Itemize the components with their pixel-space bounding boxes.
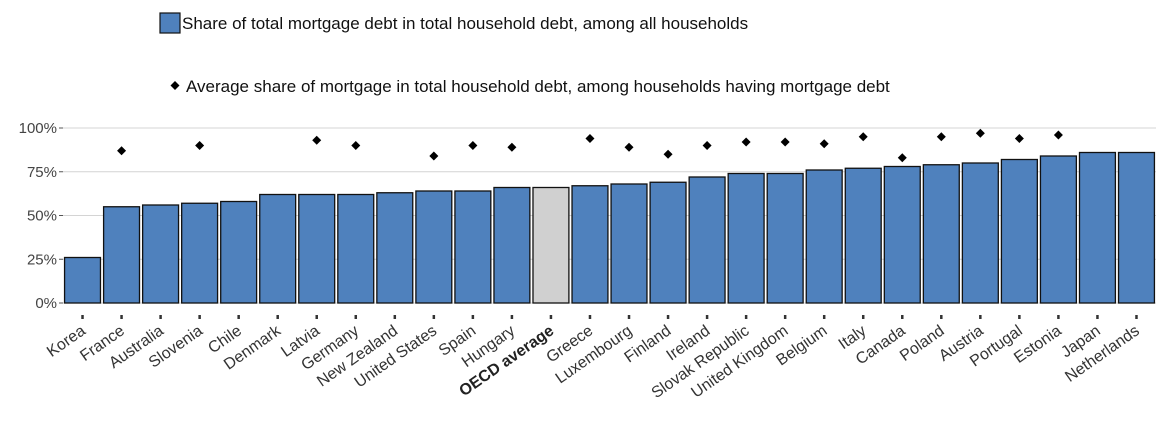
bar-series xyxy=(63,151,1156,304)
diamond-point xyxy=(195,141,205,150)
bar xyxy=(688,176,726,304)
diamond-point xyxy=(975,128,985,138)
bar xyxy=(259,193,297,304)
bar xyxy=(649,181,687,304)
bar xyxy=(844,167,882,304)
bar xyxy=(766,172,804,304)
diamond-point xyxy=(1014,134,1024,143)
diamond-point xyxy=(936,132,946,142)
diamond-point xyxy=(858,132,868,142)
diamond-point xyxy=(468,141,478,150)
bar xyxy=(610,183,648,304)
bar xyxy=(1078,151,1117,304)
y-tick-label: 75% xyxy=(27,164,57,181)
diamond-point xyxy=(1053,130,1063,140)
diamond-point xyxy=(702,141,712,150)
diamond-point xyxy=(780,137,790,147)
y-tick-label: 0% xyxy=(35,295,57,312)
bar xyxy=(1000,158,1038,304)
bar xyxy=(883,165,921,304)
bar xyxy=(727,172,765,304)
bar xyxy=(337,193,375,304)
bar xyxy=(181,202,219,304)
diamond-point xyxy=(351,141,361,150)
diamond-point xyxy=(312,135,322,145)
diamond-point xyxy=(429,151,439,161)
diamond-point xyxy=(117,146,127,156)
diamond-point xyxy=(507,142,517,152)
diamond-point xyxy=(663,149,673,159)
y-tick-label: 100% xyxy=(19,120,57,137)
bar xyxy=(1117,151,1156,304)
x-tick-label: Poland xyxy=(897,322,948,365)
bar xyxy=(102,206,141,304)
bar xyxy=(454,190,492,304)
bar xyxy=(571,185,609,304)
bar xyxy=(415,190,453,304)
legend-label-diamond: Average share of mortgage in total house… xyxy=(186,77,890,96)
diamond-point xyxy=(897,153,907,163)
bar xyxy=(805,169,843,304)
bar xyxy=(63,256,102,304)
diamond-point xyxy=(624,142,634,152)
bar xyxy=(1039,155,1078,304)
bar xyxy=(376,192,414,304)
y-axis: 0% 25% 50% 75% 100% xyxy=(19,120,63,312)
bar xyxy=(298,193,336,304)
legend-label-bar: Share of total mortgage debt in total ho… xyxy=(182,14,748,33)
bar xyxy=(493,186,531,304)
diamond-series xyxy=(117,128,1063,163)
bar xyxy=(220,200,258,304)
diamond-point xyxy=(741,137,751,147)
bar xyxy=(141,204,180,304)
bar xyxy=(532,186,570,304)
y-tick-label: 50% xyxy=(27,208,57,225)
bar xyxy=(922,164,960,304)
diamond-point xyxy=(819,139,829,149)
legend-swatch-bar xyxy=(159,12,181,34)
legend-marker-diamond xyxy=(170,81,180,90)
legend: Share of total mortgage debt in total ho… xyxy=(159,12,890,96)
bar xyxy=(961,162,999,304)
diamond-point xyxy=(585,134,595,143)
y-tick-label: 25% xyxy=(27,251,57,268)
